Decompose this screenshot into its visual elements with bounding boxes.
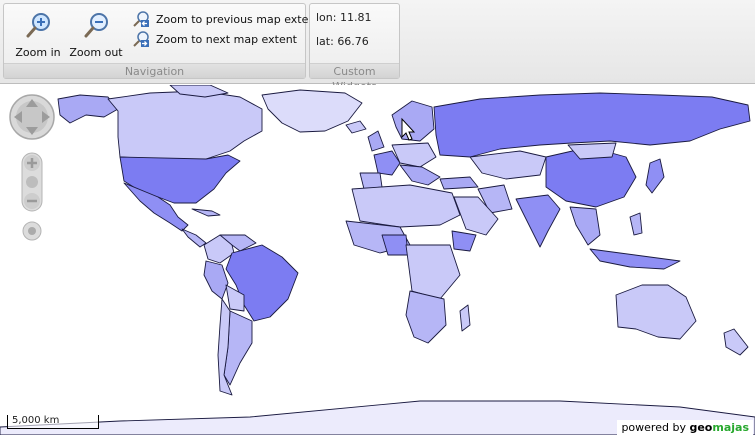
scale-bar: 5,000 km	[7, 415, 99, 429]
brand-logo-majas: majas	[712, 421, 749, 434]
powered-by-label: powered by geomajas	[617, 420, 753, 435]
country-alaska	[57, 94, 119, 124]
country-madagascar	[459, 304, 471, 332]
country-australia	[615, 284, 697, 340]
zoom-next-icon	[133, 31, 149, 47]
zoom-next-button[interactable]: Zoom to next map extent	[132, 30, 297, 48]
country-india	[515, 194, 561, 248]
powered-by-text: powered by	[621, 421, 686, 434]
country-turkey	[439, 176, 479, 190]
country-saudi-arabia	[453, 196, 499, 236]
zoom-in-label: Zoom in	[15, 46, 61, 59]
zoom-out-label: Zoom out	[69, 46, 123, 59]
country-iberia	[359, 172, 383, 190]
country-canada-islands	[169, 85, 229, 98]
country-italy-balkans	[399, 164, 441, 186]
map-view[interactable]: 5,000 km powered by geomajas	[0, 85, 755, 435]
country-north-africa	[351, 184, 461, 228]
zoom-in-icon	[26, 13, 50, 38]
zoom-slider-control[interactable]	[21, 152, 43, 212]
country-philippines	[629, 212, 643, 236]
country-japan	[645, 158, 665, 194]
country-peru	[203, 260, 229, 300]
country-canada	[107, 90, 263, 160]
latitude-readout: lat: 66.76	[316, 35, 369, 48]
custom-widgets-group-title: Custom Widgets	[310, 63, 399, 93]
zoom-out-button[interactable]: Zoom out	[68, 8, 124, 60]
country-ethiopia	[451, 230, 477, 252]
country-antarctica	[0, 400, 755, 435]
country-southeast-asia	[569, 206, 601, 246]
zoom-previous-icon	[133, 11, 149, 27]
country-kazakhstan	[469, 150, 547, 180]
country-iceland	[345, 120, 367, 134]
country-new-zealand	[723, 328, 749, 356]
navigation-group-title: Navigation	[4, 63, 305, 78]
zoom-in-button[interactable]: Zoom in	[10, 8, 66, 60]
navigation-group: Zoom in Zoom out Zoom to previous map ex…	[3, 3, 320, 79]
country-central-america	[181, 228, 207, 248]
country-uk	[367, 130, 385, 152]
pan-control[interactable]	[8, 93, 56, 141]
zoom-to-max-extent-icon[interactable]	[22, 221, 42, 241]
country-nigeria	[381, 234, 409, 256]
zoom-out-icon	[84, 13, 108, 38]
country-central-africa	[405, 244, 461, 300]
country-france	[373, 150, 401, 176]
country-bolivia	[225, 284, 245, 312]
country-mexico	[123, 182, 189, 232]
custom-widgets-group: lon: 11.81 lat: 66.76 Custom Widgets	[309, 3, 400, 93]
country-scandinavia	[391, 100, 435, 142]
mouse-cursor-icon	[401, 117, 416, 141]
longitude-readout: lon: 11.81	[316, 11, 372, 24]
country-greenland	[261, 89, 363, 133]
country-indonesia	[589, 248, 681, 270]
world-map[interactable]	[0, 85, 755, 435]
country-southern-africa	[405, 290, 447, 344]
country-chile	[217, 298, 233, 396]
country-germany-poland	[391, 142, 437, 168]
zoom-next-label: Zoom to next map extent	[156, 32, 297, 46]
toolbar-ribbon: Zoom in Zoom out Zoom to previous map ex…	[0, 0, 755, 93]
country-mongolia	[567, 142, 617, 160]
country-venezuela	[219, 234, 257, 252]
zoom-previous-button[interactable]: Zoom to previous map extent	[132, 10, 320, 28]
zoom-previous-label: Zoom to previous map extent	[156, 12, 320, 26]
brand-logo-geo: geo	[689, 421, 713, 434]
country-cuba	[191, 208, 221, 217]
